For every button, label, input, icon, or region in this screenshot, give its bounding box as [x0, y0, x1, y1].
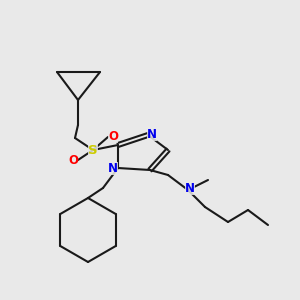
Text: S: S: [88, 143, 98, 157]
Text: N: N: [185, 182, 195, 194]
Text: N: N: [108, 161, 118, 175]
Text: O: O: [68, 154, 78, 167]
Text: N: N: [147, 128, 157, 140]
Text: O: O: [108, 130, 118, 142]
